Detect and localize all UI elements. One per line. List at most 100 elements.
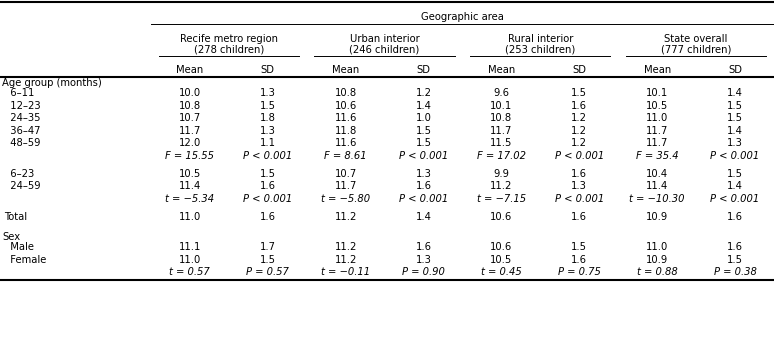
Text: 1.4: 1.4: [416, 101, 431, 111]
Text: Geographic area: Geographic area: [421, 12, 504, 22]
Text: State overall: State overall: [664, 34, 728, 44]
Text: 10.4: 10.4: [646, 169, 668, 179]
Text: (246 children): (246 children): [349, 44, 420, 54]
Text: 10.1: 10.1: [646, 88, 668, 98]
Text: 11.7: 11.7: [334, 181, 357, 191]
Text: 6–11: 6–11: [4, 88, 34, 98]
Text: 1.2: 1.2: [416, 88, 432, 98]
Text: 1.6: 1.6: [416, 242, 432, 252]
Text: 12–23: 12–23: [4, 101, 40, 111]
Text: 1.3: 1.3: [571, 181, 587, 191]
Text: 1.2: 1.2: [571, 138, 587, 148]
Text: F = 35.4: F = 35.4: [636, 151, 679, 161]
Text: 10.6: 10.6: [490, 242, 512, 252]
Text: P < 0.001: P < 0.001: [399, 151, 448, 161]
Text: P < 0.001: P < 0.001: [711, 151, 760, 161]
Text: SD: SD: [261, 65, 275, 75]
Text: Rural interior: Rural interior: [508, 34, 573, 44]
Text: 48–59: 48–59: [4, 138, 40, 148]
Text: 11.0: 11.0: [646, 242, 668, 252]
Text: 11.7: 11.7: [646, 126, 669, 136]
Text: 1.5: 1.5: [260, 169, 276, 179]
Text: 10.6: 10.6: [490, 212, 512, 222]
Text: Mean: Mean: [643, 65, 671, 75]
Text: 11.2: 11.2: [334, 255, 357, 265]
Text: P < 0.001: P < 0.001: [399, 194, 448, 204]
Text: (278 children): (278 children): [194, 44, 264, 54]
Text: t = −10.30: t = −10.30: [629, 194, 685, 204]
Text: 1.5: 1.5: [416, 138, 432, 148]
Text: t = −5.80: t = −5.80: [321, 194, 370, 204]
Text: 11.7: 11.7: [646, 138, 669, 148]
Text: 1.5: 1.5: [260, 101, 276, 111]
Text: P < 0.001: P < 0.001: [243, 151, 293, 161]
Text: 11.0: 11.0: [179, 212, 201, 222]
Text: 10.9: 10.9: [646, 212, 668, 222]
Text: Female: Female: [4, 255, 46, 265]
Text: 11.7: 11.7: [179, 126, 201, 136]
Text: 1.6: 1.6: [727, 212, 743, 222]
Text: Sex: Sex: [2, 231, 20, 242]
Text: t = −7.15: t = −7.15: [477, 194, 526, 204]
Text: 6–23: 6–23: [4, 169, 34, 179]
Text: 1.4: 1.4: [416, 212, 431, 222]
Text: 1.8: 1.8: [260, 113, 276, 123]
Text: 1.0: 1.0: [416, 113, 431, 123]
Text: 1.1: 1.1: [260, 138, 276, 148]
Text: 1.5: 1.5: [571, 242, 587, 252]
Text: 1.5: 1.5: [727, 255, 743, 265]
Text: F = 15.55: F = 15.55: [166, 151, 214, 161]
Text: 1.3: 1.3: [260, 126, 276, 136]
Text: F = 8.61: F = 8.61: [324, 151, 367, 161]
Text: P < 0.001: P < 0.001: [555, 151, 604, 161]
Text: Mean: Mean: [332, 65, 359, 75]
Text: 11.6: 11.6: [334, 113, 357, 123]
Text: 10.1: 10.1: [490, 101, 512, 111]
Text: P < 0.001: P < 0.001: [711, 194, 760, 204]
Text: 9.6: 9.6: [493, 88, 509, 98]
Text: SD: SD: [416, 65, 430, 75]
Text: 11.2: 11.2: [334, 242, 357, 252]
Text: (777 children): (777 children): [661, 44, 731, 54]
Text: P = 0.38: P = 0.38: [714, 267, 756, 277]
Text: (253 children): (253 children): [505, 44, 576, 54]
Text: 10.5: 10.5: [646, 101, 668, 111]
Text: 11.0: 11.0: [179, 255, 201, 265]
Text: 11.4: 11.4: [646, 181, 668, 191]
Text: 1.4: 1.4: [727, 126, 743, 136]
Text: 11.2: 11.2: [334, 212, 357, 222]
Text: 1.7: 1.7: [260, 242, 276, 252]
Text: 1.2: 1.2: [571, 126, 587, 136]
Text: 10.8: 10.8: [334, 88, 357, 98]
Text: 10.9: 10.9: [646, 255, 668, 265]
Text: 10.8: 10.8: [179, 101, 201, 111]
Text: Mean: Mean: [488, 65, 515, 75]
Text: 11.8: 11.8: [334, 126, 357, 136]
Text: 1.5: 1.5: [260, 255, 276, 265]
Text: Urban interior: Urban interior: [350, 34, 420, 44]
Text: t = 0.88: t = 0.88: [637, 267, 677, 277]
Text: 1.6: 1.6: [416, 181, 432, 191]
Text: P = 0.90: P = 0.90: [402, 267, 445, 277]
Text: 10.6: 10.6: [334, 101, 357, 111]
Text: 1.6: 1.6: [571, 169, 587, 179]
Text: 1.2: 1.2: [571, 113, 587, 123]
Text: 1.4: 1.4: [727, 181, 743, 191]
Text: 24–59: 24–59: [4, 181, 40, 191]
Text: 1.5: 1.5: [727, 101, 743, 111]
Text: 1.6: 1.6: [727, 242, 743, 252]
Text: 11.5: 11.5: [490, 138, 512, 148]
Text: 10.5: 10.5: [490, 255, 512, 265]
Text: t = 0.45: t = 0.45: [481, 267, 522, 277]
Text: 10.7: 10.7: [334, 169, 357, 179]
Text: SD: SD: [728, 65, 742, 75]
Text: Recife metro region: Recife metro region: [180, 34, 278, 44]
Text: SD: SD: [572, 65, 586, 75]
Text: P = 0.57: P = 0.57: [246, 267, 289, 277]
Text: t = −0.11: t = −0.11: [321, 267, 370, 277]
Text: t = −5.34: t = −5.34: [166, 194, 214, 204]
Text: Mean: Mean: [176, 65, 204, 75]
Text: 1.3: 1.3: [416, 169, 431, 179]
Text: 9.9: 9.9: [493, 169, 509, 179]
Text: 10.5: 10.5: [179, 169, 201, 179]
